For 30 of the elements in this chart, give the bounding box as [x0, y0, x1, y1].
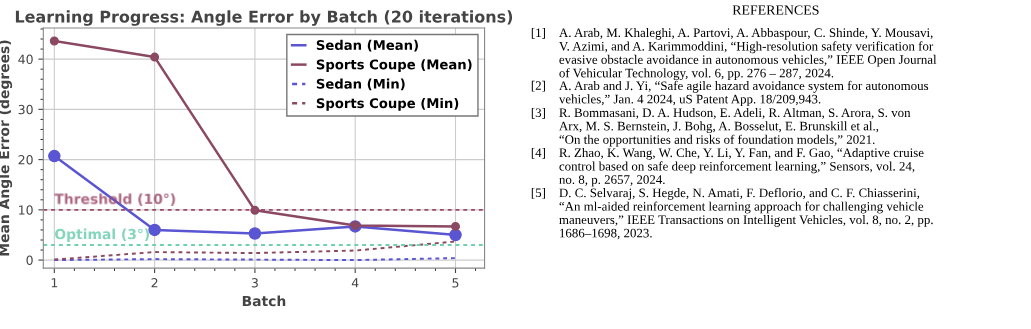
x-tick-label: 2 [151, 278, 158, 288]
legend-label: Sedan (Mean) [316, 39, 418, 52]
point [248, 227, 262, 240]
x-tick-label: 3 [251, 278, 258, 288]
point [49, 36, 59, 46]
point [449, 228, 462, 242]
point [150, 52, 160, 62]
text: [4] R. Zhao, K. Wang, W. Che, Y. Li, Y. Fan, and F. Gao, “Adaptive cruise control based on safe deep reinforcement learning,” Sensors, vol. 24, no. 8, p. 2657, 2024. [531, 147, 924, 187]
text: [1] A. Arab, M. Khaleghi, A. Partovi, A. Abbaspour, C. Shinde, Y. Mousavi, V. Azimi, and A. Karimmoddini, “High-resolution safety verification for evasive obstacle avoidance in autonomous vehicles,” IEEE Open Journal of Vehicular Technology, vol. 6, pp. 276 – 287, 2024. [531, 27, 937, 81]
point [48, 149, 61, 163]
y-tick-label: 40 [18, 54, 33, 65]
legend-label: Sedan (Min) [316, 78, 405, 91]
legend-label: Sports Coupe (Min) [316, 97, 459, 111]
point [148, 223, 161, 237]
x-tick-label: 4 [351, 278, 359, 288]
chart-title: Learning Progress: Angle Error by Batch (20 iterations) [15, 10, 513, 26]
y-tick-label: 30 [18, 104, 33, 115]
ref-line-label: Optimal (3°) [55, 228, 150, 243]
text: [3] R. Bommasani, D. A. Hudson, E. Adeli, R. Altman, S. Arora, S. von Arx, M. S. Bernstein, J. Bohg, A. Bosselut, E. Brunskill et al., “On the opportunities and risks of foundation models,” 2021. [531, 107, 911, 147]
text: REFERENCES [732, 5, 819, 15]
text: [2] A. Arab and J. Yi, “Safe agile hazard avoidance system for autonomous vehicles,” Jan. 4 2024, uS Patent App. 18/209,943. [531, 80, 929, 107]
x-tick-label: 1 [51, 278, 58, 288]
x-axis-title: Batch [242, 295, 286, 307]
y-tick-label: 20 [18, 155, 33, 165]
legend-label: Sports Coupe (Mean) [316, 59, 472, 72]
x-tick-label: 5 [452, 278, 459, 288]
text: [5] D. C. Selvaraj, S. Hegde, N. Amati, F. Deflorio, and C. F. Chiasserini, “An ml-aided reinforcement learning approach for challenging vehicle maneuvers,” IEEE Transactions on Intelligent Vehicles, vol. 8, no. 2, pp. 1686–1698, 2023. [531, 187, 933, 240]
y-tick-label: 0 [26, 255, 33, 266]
point [450, 221, 461, 231]
y-tick-label: 10 [19, 205, 33, 215]
